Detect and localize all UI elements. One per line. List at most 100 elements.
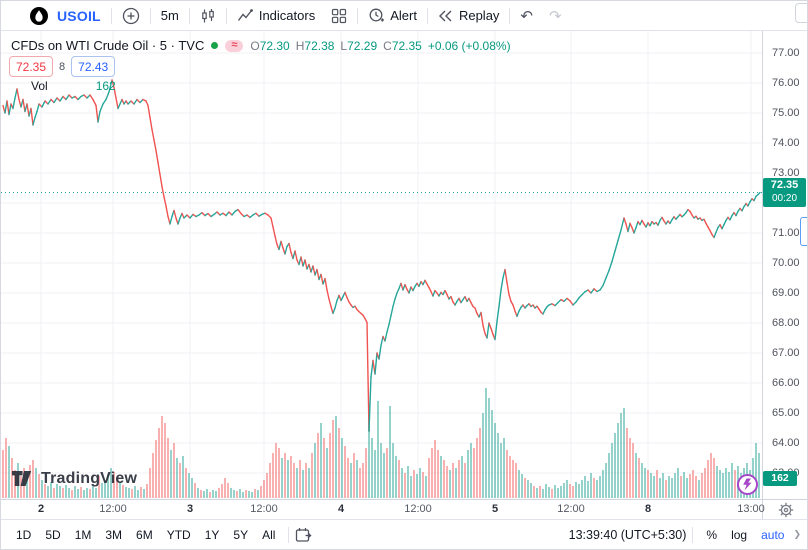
range-button-1d[interactable]: 1D: [16, 527, 32, 542]
time-axis-label: 3: [186, 503, 194, 515]
data-mode-pill-icon[interactable]: ≈: [225, 39, 244, 52]
volume-legend-label: Vol: [31, 79, 48, 93]
volume-legend[interactable]: Vol 162: [31, 79, 116, 93]
range-button-3m[interactable]: 3M: [105, 527, 123, 542]
legend-title: CFDs on WTI Crude Oil · 5 · TVC: [11, 38, 205, 53]
toolbar-divider: [225, 7, 227, 24]
candlestick-icon: [200, 8, 216, 24]
percent-scale-button[interactable]: %: [706, 527, 718, 542]
lightning-icon: [743, 478, 752, 491]
time-axis-label: 13:00: [737, 503, 765, 515]
ohlc-values: O72.30 H72.38 L72.29 C72.35 +0.06 (+0.08%): [250, 39, 510, 53]
tradingview-logo-icon: [11, 469, 34, 488]
chart-style-button[interactable]: [192, 2, 224, 30]
chart-pane[interactable]: CFDs on WTI Crude Oil · 5 · TVC ≈ O72.30…: [1, 31, 762, 499]
range-button-5y[interactable]: 5Y: [233, 527, 249, 542]
price-axis-label: 67.00: [772, 347, 800, 359]
price-axis-label: 68.00: [772, 317, 800, 329]
price-axis-label: 77.00: [772, 47, 800, 59]
alert-clock-icon: [368, 7, 385, 24]
trade-buttons: 72.35 8 72.43: [9, 56, 116, 77]
interval-button[interactable]: 5m: [153, 2, 187, 30]
price-axis-label: 76.00: [772, 77, 800, 89]
order-price-box: [800, 217, 807, 246]
volume-legend-value: 162: [95, 79, 116, 93]
current-price-value: 72.35: [770, 178, 799, 191]
indicators-button[interactable]: Indicators: [229, 2, 323, 30]
ohlc-item: H72.38: [295, 38, 335, 53]
time-axis-label: 2: [37, 503, 45, 515]
price-chart-canvas[interactable]: [1, 31, 762, 499]
undo-icon: ↶: [520, 6, 533, 25]
plus-circle-icon: [122, 7, 140, 25]
ohlc-item: L72.29: [340, 38, 378, 53]
current-price-label: 72.35 00:20: [763, 177, 806, 207]
replay-button[interactable]: Replay: [430, 2, 507, 30]
symbol-button[interactable]: USOIL: [49, 2, 109, 30]
usoil-logo-icon: [29, 6, 49, 26]
lightning-boost-button[interactable]: [737, 474, 758, 495]
indicators-label: Indicators: [258, 8, 316, 23]
time-axis-label: 12:00: [250, 503, 278, 515]
time-axis-label: 8: [644, 503, 652, 515]
bottombar-right: 13:39:40 (UTC+5:30) % log auto ❯: [569, 525, 801, 545]
tradingview-watermark: TradingView: [11, 469, 137, 488]
symbol-name: USOIL: [57, 7, 101, 24]
range-button-1m[interactable]: 1M: [74, 527, 92, 542]
sell-button[interactable]: 72.35: [9, 56, 54, 77]
symbol-legend[interactable]: CFDs on WTI Crude Oil · 5 · TVC ≈ O72.30…: [11, 38, 511, 53]
compare-add-button[interactable]: [114, 2, 148, 30]
chart-settings-button[interactable]: [778, 502, 794, 523]
go-to-date-button[interactable]: [295, 527, 312, 543]
toolbar-divider: [509, 7, 511, 24]
bottombar-divider: [288, 526, 290, 543]
auto-scale-button[interactable]: auto: [761, 527, 785, 542]
price-axis-label: 73.00: [772, 167, 800, 179]
price-axis-label: 74.00: [772, 137, 800, 149]
bar-countdown: 00:20: [771, 192, 798, 204]
time-axis[interactable]: 2 12:00 3 12:00 4 12:00 5 12:00 8 13:00: [1, 499, 807, 520]
layout-grid-button[interactable]: [323, 2, 355, 30]
axis-corner-divider: [762, 500, 763, 520]
top-toolbar: USOIL 5m: [1, 1, 807, 31]
range-buttons: 1D 5D 1M 3M 6M YTD 1Y 5Y All: [9, 525, 282, 545]
log-scale-button[interactable]: log: [731, 527, 748, 542]
ohlc-item: C72.35: [383, 38, 422, 53]
calendar-icon: [296, 527, 312, 542]
range-button-1y[interactable]: 1Y: [204, 527, 220, 542]
toolbar-divider: [426, 7, 428, 24]
time-axis-label: 4: [337, 503, 345, 515]
collapse-arrow-icon[interactable]: ❯: [793, 529, 801, 539]
alert-button[interactable]: Alert: [360, 2, 425, 30]
range-button-ytd[interactable]: YTD: [166, 527, 191, 542]
range-button-6m[interactable]: 6M: [136, 527, 153, 542]
toolbar-divider: [188, 7, 190, 24]
bottombar-divider: [692, 526, 694, 543]
layout-grid-icon: [331, 8, 347, 24]
alert-label: Alert: [390, 8, 417, 23]
watermark-text: TradingView: [41, 469, 138, 487]
time-axis-label: 12:00: [404, 503, 432, 515]
toolbar-divider: [357, 7, 359, 24]
spread-value: 8: [59, 60, 66, 73]
redo-button[interactable]: ↷: [541, 2, 570, 30]
change-value: +0.06 (+0.08%): [427, 38, 511, 53]
layout-control-box[interactable]: [795, 3, 807, 23]
range-button-all[interactable]: All: [262, 527, 276, 542]
indicators-icon: [237, 8, 254, 24]
volume-axis-label: 162: [763, 471, 797, 486]
price-axis-label: 71.00: [772, 227, 800, 239]
price-axis[interactable]: 63.0064.0065.0066.0067.0068.0069.0070.00…: [762, 31, 807, 499]
price-axis-label: 75.00: [772, 107, 800, 119]
ohlc-item: O72.30: [250, 38, 290, 53]
replay-label: Replay: [458, 8, 500, 23]
toolbar-divider: [149, 7, 151, 24]
range-button-5d[interactable]: 5D: [45, 527, 61, 542]
time-axis-label: 12:00: [99, 503, 127, 515]
session-clock[interactable]: 13:39:40 (UTC+5:30): [568, 527, 687, 542]
undo-button[interactable]: ↶: [512, 2, 541, 30]
bottom-toolbar: 1D 5D 1M 3M 6M YTD 1Y 5Y All 13:39:40 (UTC+5:30)…: [1, 519, 807, 549]
price-axis-label: 70.00: [772, 257, 800, 269]
buy-button[interactable]: 72.43: [71, 56, 116, 77]
